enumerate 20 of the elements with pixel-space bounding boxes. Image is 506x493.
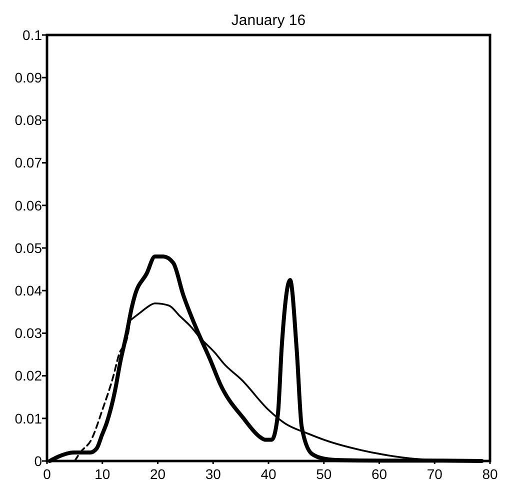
y-tick-label: 0.01 xyxy=(14,410,42,426)
x-tick-label: 50 xyxy=(316,466,332,482)
y-tick-label: 0.1 xyxy=(22,26,42,43)
y-tick-label: 0.07 xyxy=(14,154,42,171)
y-tick-label: 0.02 xyxy=(14,368,42,384)
y-tick-label: 0.04 xyxy=(14,282,42,298)
chart-title: January 16 xyxy=(231,12,306,29)
y-tick-label: 0.03 xyxy=(14,325,42,342)
y-tick-label: 0.05 xyxy=(14,240,42,256)
x-tick-label: 30 xyxy=(205,466,222,482)
y-tick-label: 0 xyxy=(34,452,42,469)
y-tick-label: 0.08 xyxy=(14,112,42,128)
y-tick-label: 0.06 xyxy=(14,197,42,214)
y-tick-label: 0.09 xyxy=(14,70,42,86)
x-tick-label: 70 xyxy=(426,466,443,482)
x-tick-label: 10 xyxy=(94,466,110,482)
x-tick-label: 60 xyxy=(371,466,388,482)
x-tick-label: 40 xyxy=(260,466,276,482)
x-tick-label: 80 xyxy=(482,466,498,482)
x-tick-label: 20 xyxy=(150,466,166,482)
